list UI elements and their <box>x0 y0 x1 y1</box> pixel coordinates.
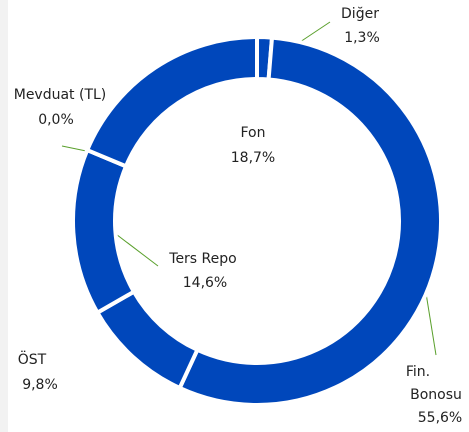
slice-label: Ters Repo <box>168 251 236 267</box>
slice-value-label: 14,6% <box>183 275 227 291</box>
slice-value-label: 18,7% <box>231 150 275 166</box>
slice-label: Mevduat (TL) <box>14 87 107 103</box>
slice-label: Diğer <box>341 6 379 22</box>
slice-value-label: 1,3% <box>344 30 380 46</box>
slice-label-part: Bonosu <box>410 387 462 403</box>
donut-slice <box>84 34 259 169</box>
donut-slice <box>177 35 443 407</box>
slice-label: ÖST <box>18 350 47 368</box>
side-strip <box>0 0 8 432</box>
slice-value-label: 55,6% <box>418 410 462 426</box>
slice-label: Fon <box>241 125 266 141</box>
slice-value-label: 9,8% <box>22 377 58 393</box>
slice-value-label: 0,0% <box>38 112 74 128</box>
donut-slice <box>71 147 137 316</box>
slice-label: Fin. Bonosu <box>406 364 462 403</box>
slice-label-part: Fin. <box>406 364 430 380</box>
